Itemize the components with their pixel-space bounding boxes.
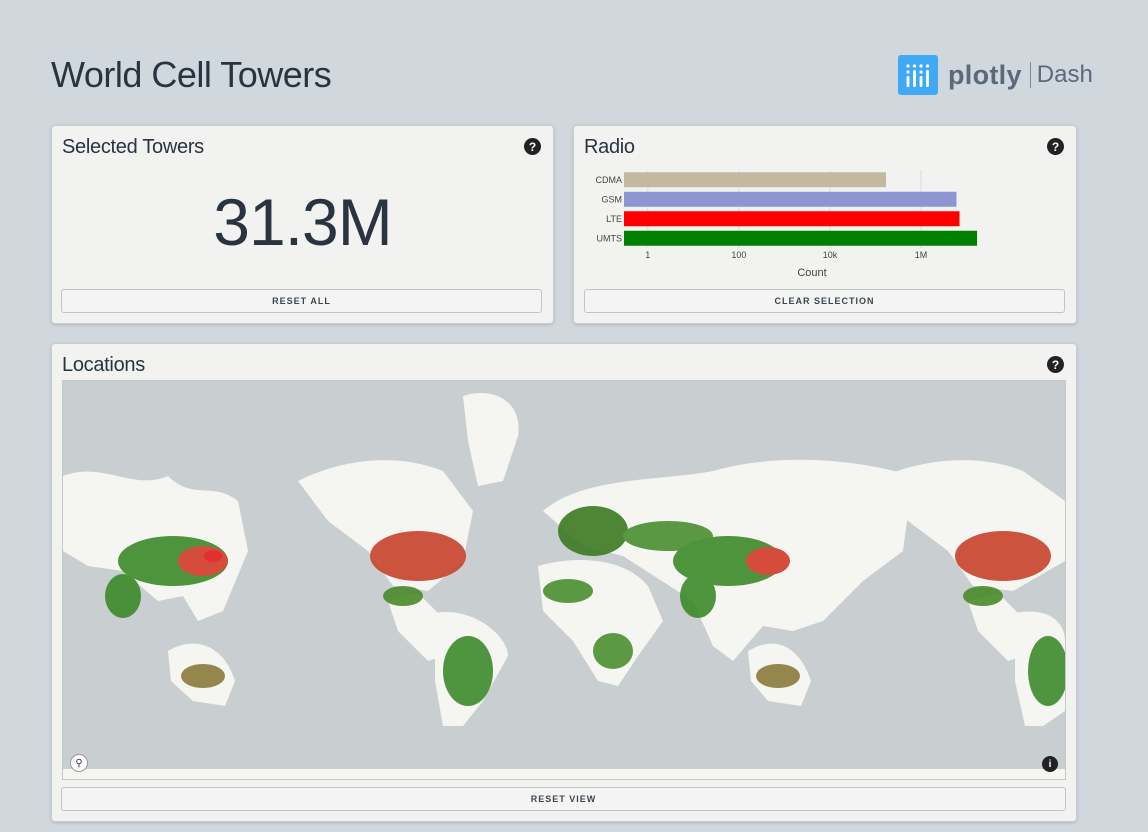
- logo-divider: [1029, 62, 1031, 88]
- selected-towers-title: Selected Towers: [62, 136, 204, 158]
- tower-density-usa-left: [370, 531, 466, 581]
- radio-category-label: CDMA: [596, 175, 623, 185]
- tower-density-japan: [204, 550, 222, 562]
- landmass-greenland: [463, 392, 519, 486]
- tower-density-india: [105, 574, 141, 618]
- magnifier-icon[interactable]: ⚲: [70, 754, 88, 772]
- radio-x-tick-label: 1M: [915, 250, 928, 260]
- reset-all-button[interactable]: RESET ALL: [61, 289, 542, 313]
- radio-bar-cdma[interactable]: [624, 172, 886, 188]
- clear-selection-button[interactable]: CLEAR SELECTION: [584, 289, 1065, 313]
- reset-view-button[interactable]: RESET VIEW: [61, 787, 1066, 811]
- radio-bar-gsm[interactable]: [624, 191, 957, 207]
- locations-card: Locations ?: [51, 343, 1077, 822]
- radio-x-axis-label: Count: [797, 267, 826, 279]
- tower-density-south-africa: [593, 633, 633, 669]
- page-title: World Cell Towers: [51, 54, 332, 95]
- info-icon[interactable]: i: [1042, 756, 1058, 772]
- tower-density-china-right: [673, 536, 783, 586]
- tower-density-mexico-left: [383, 586, 423, 606]
- tower-density-east-asia-lte: [178, 546, 228, 576]
- tower-density-usa-right: [955, 531, 1051, 581]
- radio-x-tick-label: 10k: [823, 250, 838, 260]
- radio-card: Radio ? CDMA GSM LTE UMTS 1 100 10k 1M Count C…: [573, 125, 1077, 324]
- help-icon[interactable]: ?: [1047, 138, 1064, 155]
- radio-category-label: GSM: [601, 194, 622, 204]
- plotly-dash-logo[interactable]: plotly Dash: [898, 55, 1093, 95]
- logo-product: Dash: [1036, 61, 1093, 88]
- locations-title: Locations: [62, 354, 145, 376]
- tower-density-australia-right: [756, 664, 800, 688]
- selected-towers-count: 31.3M: [213, 185, 392, 259]
- help-icon[interactable]: ?: [524, 138, 541, 155]
- tower-density-brazil-left: [443, 636, 493, 706]
- radio-bar-chart[interactable]: CDMA GSM LTE UMTS 1 100 10k 1M Count: [584, 166, 1024, 286]
- landmass-africa: [538, 560, 663, 686]
- tower-density-east-asia-lte-right: [746, 547, 790, 575]
- logo-wordmark: plotly: [948, 59, 1022, 90]
- radio-title: Radio: [584, 136, 635, 158]
- radio-bar-umts[interactable]: [624, 230, 978, 246]
- tower-density-europe: [558, 506, 628, 556]
- tower-density-india-right: [680, 574, 716, 618]
- radio-category-label: LTE: [606, 214, 622, 224]
- landmass-antarctica: [63, 769, 1065, 779]
- radio-x-tick-label: 100: [731, 250, 746, 260]
- tower-density-mexico-right: [963, 586, 1003, 606]
- world-map[interactable]: ⚲ i: [62, 380, 1066, 780]
- radio-bar-lte[interactable]: [624, 211, 960, 227]
- tower-density-australia: [181, 664, 225, 688]
- radio-category-label: UMTS: [597, 233, 623, 243]
- selected-towers-card: Selected Towers ? 31.3M RESET ALL: [51, 125, 554, 324]
- help-icon[interactable]: ?: [1047, 356, 1064, 373]
- plotly-logo-icon: [898, 55, 938, 95]
- tower-density-brazil-right: [1028, 636, 1065, 706]
- radio-x-tick-label: 1: [645, 250, 650, 260]
- tower-density-north-africa: [543, 579, 593, 603]
